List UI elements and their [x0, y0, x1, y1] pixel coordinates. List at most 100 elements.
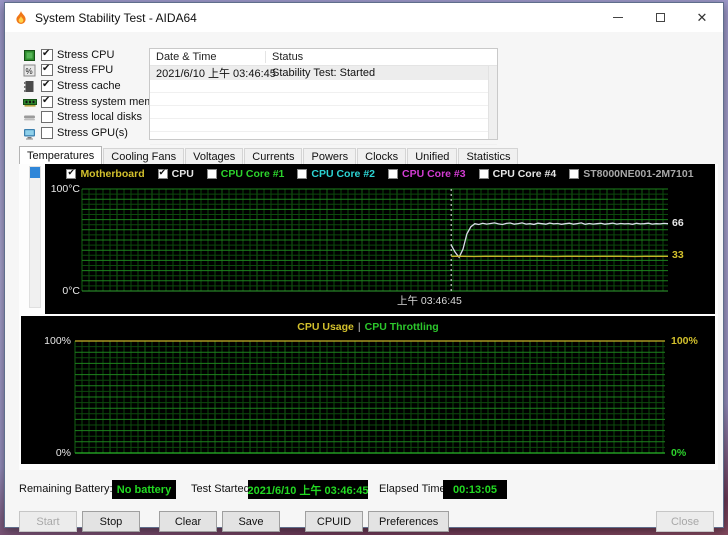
- stress-option-stress-cache[interactable]: Stress cache: [23, 78, 148, 94]
- log-cell-date: 2021/6/10 上午 03:46:45: [156, 68, 276, 80]
- log-empty-row: [150, 106, 497, 119]
- tab-bar: Temperatures Cooling Fans Voltages Currents…: [19, 146, 519, 165]
- cpuid-button[interactable]: CPUID: [305, 511, 363, 532]
- svg-text:%: %: [26, 67, 33, 76]
- checkbox[interactable]: [41, 126, 53, 139]
- legend-label: CPU Core #1: [220, 168, 285, 180]
- tab-cooling-fans[interactable]: Cooling Fans: [103, 148, 185, 165]
- test-started-label: Test Started:: [191, 483, 253, 495]
- cpu-throttling-title: CPU Throttling: [364, 321, 439, 333]
- legend-item-cpu-core-4[interactable]: CPU Core #4: [478, 168, 557, 180]
- memory-icon: [23, 96, 37, 108]
- close-window-button[interactable]: ✕: [681, 3, 723, 32]
- tab-temperatures[interactable]: Temperatures: [19, 146, 103, 165]
- cpu-icon: [23, 49, 37, 61]
- log-scrollbar[interactable]: [488, 66, 497, 139]
- slider-thumb[interactable]: [30, 167, 40, 178]
- vertical-zoom-slider[interactable]: [21, 166, 45, 312]
- temperatures-tab-page: Motherboard CPU CPU Core #1 CPU Core #2 CPU …: [19, 164, 718, 470]
- stress-option-label: Stress CPU: [57, 48, 115, 61]
- tab-statistics[interactable]: Statistics: [458, 148, 519, 165]
- stress-option-label: Stress GPU(s): [57, 126, 128, 139]
- temperature-chart: [81, 188, 669, 292]
- column-header-status[interactable]: Status: [272, 51, 304, 63]
- checkbox[interactable]: [41, 79, 53, 92]
- legend-item-cpu[interactable]: CPU: [157, 167, 194, 180]
- event-log-table: Date & Time Status 2021/6/10 上午 03:46:45…: [149, 48, 498, 145]
- legend-item-motherboard[interactable]: Motherboard: [66, 167, 145, 180]
- close-icon: ✕: [696, 9, 708, 25]
- usage-right-max-label: 100%: [671, 335, 698, 347]
- log-empty-row: [150, 93, 497, 106]
- fpu-icon: %: [23, 64, 37, 77]
- preferences-button[interactable]: Preferences: [368, 511, 450, 532]
- series-end-label-motherboard: 33: [672, 249, 684, 261]
- stress-option-label: Stress FPU: [57, 64, 114, 77]
- start-button: Start: [19, 511, 77, 532]
- cache-icon: [23, 80, 37, 92]
- legend-checkbox[interactable]: [66, 167, 77, 179]
- legend-label: ST8000NE001-2M7101: [583, 168, 694, 180]
- stress-option-stress-cpu[interactable]: Stress CPU: [23, 47, 148, 63]
- cpu-usage-title: CPU Usage: [297, 321, 354, 333]
- stress-option-stress-fpu[interactable]: % Stress FPU: [23, 63, 148, 79]
- checkbox[interactable]: [41, 48, 53, 61]
- stress-option-stress-system-memory[interactable]: Stress system memory: [23, 94, 169, 110]
- usage-right-min-label: 0%: [671, 447, 687, 459]
- tab-unified[interactable]: Unified: [407, 148, 458, 165]
- legend-item-st8000ne001-2m7101[interactable]: ST8000NE001-2M7101: [569, 168, 694, 180]
- usage-chart-title: CPU Usage | CPU Throttling: [21, 321, 715, 333]
- legend-label: Motherboard: [80, 168, 145, 180]
- legend-label: CPU Core #2: [311, 168, 375, 180]
- titlebar: System Stability Test - AIDA64 ✕: [5, 3, 723, 32]
- test-started-value: 2021/6/10 上午 03:46:45: [247, 480, 369, 499]
- elapsed-time-value: 00:13:05: [443, 480, 507, 499]
- tab-currents[interactable]: Currents: [244, 148, 303, 165]
- log-empty-row: [150, 132, 497, 145]
- tab-powers[interactable]: Powers: [303, 148, 357, 165]
- legend-label: CPU: [171, 168, 194, 180]
- legend-checkbox[interactable]: [388, 169, 398, 179]
- stress-options-list: Stress CPU% Stress FPU Stress cache Stress …: [23, 47, 169, 141]
- legend-label: CPU Core #4: [492, 168, 557, 180]
- legend-checkbox[interactable]: [569, 169, 580, 179]
- usage-left-min-label: 0%: [55, 447, 71, 459]
- usage-left-max-label: 100%: [44, 335, 71, 347]
- stress-option-label: Stress system memory: [57, 95, 169, 108]
- minimize-icon: [613, 17, 623, 18]
- legend-checkbox[interactable]: [157, 167, 168, 179]
- legend-item-cpu-core-3[interactable]: CPU Core #3: [388, 168, 466, 180]
- remaining-battery-value: No battery: [112, 480, 176, 499]
- maximize-button[interactable]: [639, 3, 681, 32]
- y-axis-min-label: 0°C: [62, 285, 80, 297]
- tab-voltages[interactable]: Voltages: [185, 148, 244, 165]
- temperature-chart-panel: Motherboard CPU CPU Core #1 CPU Core #2 CPU …: [45, 164, 715, 314]
- stress-option-stress-gpu-s-[interactable]: Stress GPU(s): [23, 125, 148, 141]
- tab-clocks[interactable]: Clocks: [357, 148, 407, 165]
- clear-button[interactable]: Clear: [159, 511, 217, 532]
- legend-item-cpu-core-2[interactable]: CPU Core #2: [297, 168, 375, 180]
- log-row[interactable]: 2021/6/10 上午 03:46:45 Stability Test: St…: [150, 66, 497, 80]
- log-cell-status: Stability Test: Started: [272, 67, 376, 79]
- legend-checkbox[interactable]: [297, 169, 308, 179]
- y-axis-max-label: 100°C: [50, 183, 80, 195]
- window-title: System Stability Test - AIDA64: [35, 10, 197, 25]
- cpu-usage-chart: [74, 340, 665, 454]
- slider-track[interactable]: [29, 166, 41, 308]
- stop-button[interactable]: Stop: [82, 511, 140, 532]
- stress-option-label: Stress cache: [57, 79, 121, 92]
- checkbox[interactable]: [41, 63, 53, 77]
- elapsed-time-label: Elapsed Time:: [379, 483, 449, 495]
- column-header-date-time[interactable]: Date & Time: [150, 51, 266, 63]
- legend-item-cpu-core-1[interactable]: CPU Core #1: [206, 168, 285, 180]
- legend-checkbox[interactable]: [206, 169, 217, 179]
- minimize-button[interactable]: [597, 3, 639, 32]
- stress-option-label: Stress local disks: [57, 111, 142, 124]
- legend-checkbox[interactable]: [478, 169, 489, 179]
- save-button[interactable]: Save: [222, 511, 280, 532]
- title-separator: |: [357, 321, 361, 333]
- checkbox[interactable]: [41, 95, 53, 108]
- checkbox[interactable]: [41, 111, 53, 124]
- flame-icon: [16, 10, 26, 24]
- stress-option-stress-local-disks[interactable]: Stress local disks: [23, 109, 148, 125]
